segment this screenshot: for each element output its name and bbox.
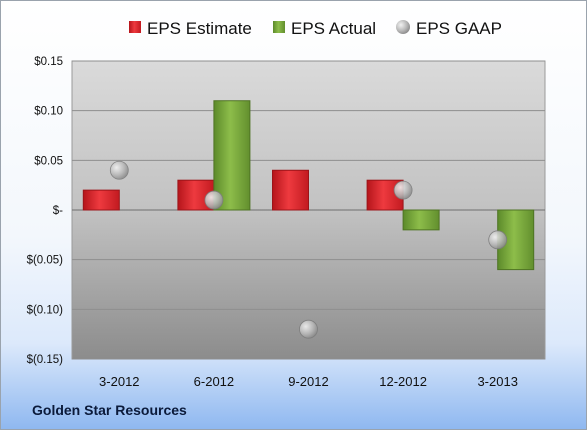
y-axis: $0.15 $0.10 $0.05 $- $(0.05) $(0.10) $(0.15) [27, 56, 64, 366]
y-tick-label: $0.10 [34, 106, 63, 118]
marker-eps-gaap [109, 160, 129, 180]
y-tick-label: $(0.05) [27, 255, 64, 267]
y-tick-label: $(0.15) [27, 354, 64, 366]
marker-eps-gaap [204, 190, 224, 210]
x-tick-label: 12-2012 [379, 374, 427, 389]
y-tick-label: $(0.10) [27, 304, 64, 316]
x-axis: 3-2012 6-2012 9-2012 12-2012 3-2013 [99, 374, 518, 389]
x-tick-label: 3-2012 [99, 374, 139, 389]
x-tick-label: 9-2012 [288, 374, 328, 389]
marker-eps-gaap [299, 319, 318, 339]
legend-label-actual: EPS Actual [291, 19, 376, 38]
gridlines [72, 60, 545, 360]
legend-label-estimate: EPS Estimate [147, 19, 252, 38]
bar-eps-actual [213, 100, 251, 211]
legend-label-gaap: EPS GAAP [416, 19, 502, 38]
marker-eps-gaap [393, 180, 413, 200]
bars [82, 100, 535, 271]
bar-eps-estimate [272, 169, 309, 211]
x-tick-label: 3-2013 [477, 374, 517, 389]
y-tick-label: $- [53, 205, 63, 217]
legend-swatch-actual [273, 21, 285, 33]
y-tick-label: $0.15 [34, 56, 63, 68]
y-tick-label: $0.05 [34, 155, 63, 167]
x-tick-label: 6-2012 [194, 374, 234, 389]
company-name: Golden Star Resources [32, 402, 187, 418]
legend-swatch-gaap [396, 20, 410, 34]
marker-eps-gaap [488, 230, 508, 250]
legend-swatch-estimate [129, 21, 141, 33]
bar-eps-actual [402, 209, 440, 231]
bar-eps-estimate [82, 189, 120, 211]
legend: EPS Estimate EPS Actual EPS GAAP [129, 19, 502, 38]
gaap-markers [109, 160, 508, 339]
